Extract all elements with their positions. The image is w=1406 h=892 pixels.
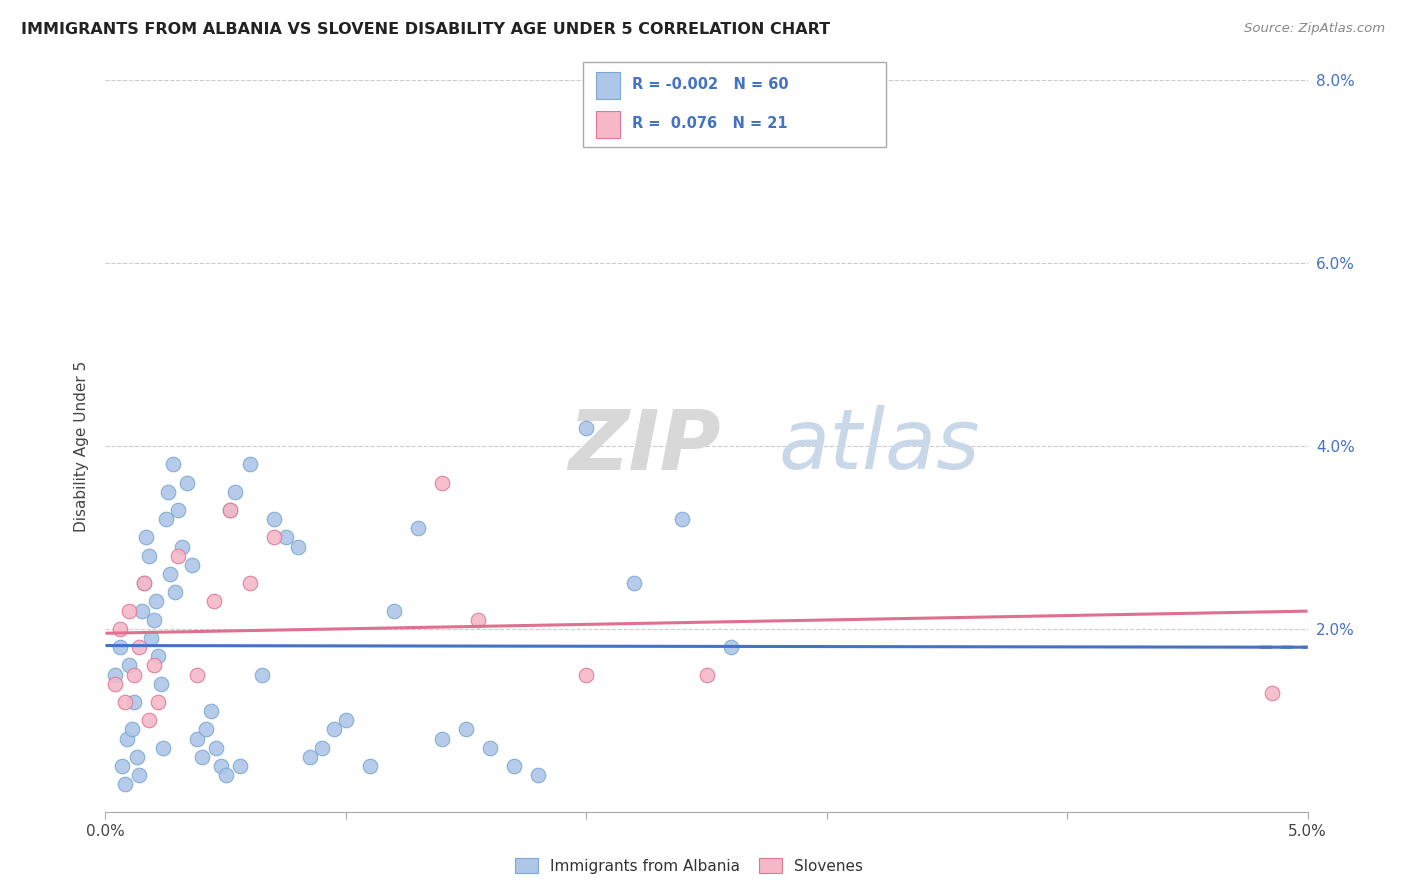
Point [118, 658, 141, 673]
Point [145, 594, 167, 608]
Point [128, 768, 150, 782]
Point [298, 749, 321, 764]
Point [224, 484, 246, 499]
Point [108, 622, 131, 636]
Point [132, 576, 155, 591]
Point [696, 667, 718, 681]
Text: R =  0.076   N = 21: R = 0.076 N = 21 [631, 116, 787, 131]
Point [250, 667, 273, 681]
Point [430, 731, 453, 746]
Point [406, 521, 429, 535]
Point [274, 530, 297, 544]
Point [186, 731, 208, 746]
Point [219, 503, 242, 517]
Point [121, 723, 143, 737]
Point [239, 458, 262, 472]
Point [671, 512, 693, 526]
Point [124, 695, 146, 709]
Point [148, 649, 170, 664]
Point [156, 484, 179, 499]
Point [195, 723, 218, 737]
Point [467, 613, 489, 627]
Point [166, 503, 188, 517]
Text: IMMIGRANTS FROM ALBANIA VS SLOVENE DISABILITY AGE UNDER 5 CORRELATION CHART: IMMIGRANTS FROM ALBANIA VS SLOVENE DISAB… [21, 22, 830, 37]
Point [176, 475, 198, 490]
Point [162, 458, 184, 472]
Point [311, 740, 333, 755]
Point [359, 759, 381, 773]
Point [155, 512, 177, 526]
Point [142, 613, 165, 627]
Point [131, 603, 153, 617]
FancyBboxPatch shape [583, 62, 886, 147]
Point [575, 667, 598, 681]
Point [104, 667, 127, 681]
Point [114, 695, 136, 709]
Point [322, 723, 344, 737]
Point [202, 594, 225, 608]
Point [623, 576, 645, 591]
Point [229, 759, 252, 773]
FancyBboxPatch shape [596, 71, 620, 99]
Point [124, 667, 146, 681]
Point [335, 714, 357, 728]
Point [190, 749, 212, 764]
Point [152, 740, 174, 755]
Point [479, 740, 502, 755]
Text: ZIP: ZIP [568, 406, 721, 486]
Legend: Immigrants from Albania, Slovenes: Immigrants from Albania, Slovenes [509, 852, 869, 880]
Point [186, 667, 208, 681]
Point [104, 676, 127, 690]
Point [263, 530, 285, 544]
Point [209, 759, 232, 773]
Point [219, 503, 242, 517]
Point [287, 540, 309, 554]
Point [172, 540, 194, 554]
FancyBboxPatch shape [596, 111, 620, 138]
Point [200, 704, 222, 718]
Point [108, 640, 131, 655]
Point [135, 530, 157, 544]
Point [111, 759, 134, 773]
Point [720, 640, 742, 655]
Y-axis label: Disability Age Under 5: Disability Age Under 5 [75, 360, 90, 532]
Point [149, 676, 172, 690]
Point [148, 695, 170, 709]
Point [132, 576, 155, 591]
Point [430, 475, 453, 490]
Point [527, 768, 550, 782]
Point [125, 749, 148, 764]
Point [503, 759, 526, 773]
Point [114, 777, 136, 791]
Point [263, 512, 285, 526]
Point [138, 714, 160, 728]
Point [128, 640, 150, 655]
Text: R = -0.002   N = 60: R = -0.002 N = 60 [631, 78, 789, 93]
Text: atlas: atlas [779, 406, 980, 486]
Point [138, 549, 160, 563]
Point [181, 558, 204, 572]
Point [142, 658, 165, 673]
Point [115, 731, 138, 746]
Point [205, 740, 228, 755]
Point [159, 567, 181, 582]
Point [575, 421, 598, 435]
Point [165, 585, 187, 599]
Point [118, 603, 141, 617]
Point [382, 603, 405, 617]
Text: Source: ZipAtlas.com: Source: ZipAtlas.com [1244, 22, 1385, 36]
Point [214, 768, 236, 782]
Point [239, 576, 262, 591]
Point [166, 549, 188, 563]
Point [1260, 686, 1282, 700]
Point [139, 631, 162, 645]
Point [456, 723, 478, 737]
